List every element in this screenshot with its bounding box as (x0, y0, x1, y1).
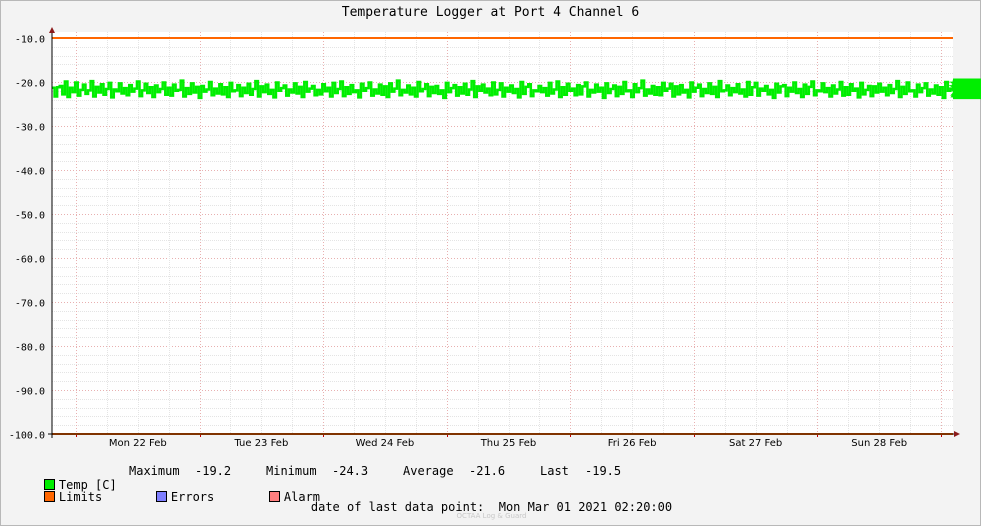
avg-value: -21.6 (469, 464, 506, 478)
y-tick-label: -80.0 (15, 343, 45, 354)
last-label: Last (540, 464, 569, 478)
avg-label: Average (403, 464, 454, 478)
max-value: -19.2 (195, 464, 232, 478)
chart-plot: -10.0 -20.0 -30.0 -40.0 -50.0 -60.0 -70.0 -80.0… (9, 27, 981, 449)
x-tick-label: Fri 26 Feb (608, 438, 657, 449)
min-value: -24.3 (332, 464, 369, 478)
limits-swatch (43, 491, 55, 502)
legend-max-value: -19.2 (195, 464, 231, 478)
legend-last: Last (540, 464, 569, 478)
legend-min-value: -24.3 (332, 464, 368, 478)
legend-errors-label: Errors (170, 490, 215, 504)
legend-last-value: -19.5 (585, 464, 621, 478)
x-tick-label: Sun 28 Feb (851, 438, 907, 449)
legend-min: Minimum (266, 464, 317, 478)
y-tick-label: -60.0 (15, 255, 45, 266)
y-tick-label: -40.0 (15, 167, 45, 178)
watermark-text: OCTAA Log & Guard (456, 512, 527, 520)
x-axis-arrow (954, 431, 960, 437)
y-axis-arrow (49, 27, 55, 33)
y-tick-label: -90.0 (15, 387, 45, 398)
legend-limits-label: Limits (58, 490, 103, 504)
y-tick-label: -30.0 (15, 123, 45, 134)
chart-title: Temperature Logger at Port 4 Channel 6 (341, 5, 640, 20)
legend-errors: Errors (127, 476, 214, 518)
last-point-label: date of last data point: (310, 500, 485, 514)
y-tick-label: -10.0 (15, 35, 45, 46)
last-point-value: Mon Mar 01 2021 02:20:00 (498, 500, 673, 514)
max-label: Maximum (129, 464, 180, 478)
x-tick-label: Mon 22 Feb (109, 438, 167, 449)
y-tick-label: -70.0 (15, 299, 45, 310)
legend-limits: Limits (15, 476, 102, 518)
last-data-point-footer: date of last data point: Mon Mar 01 2021… (1, 500, 981, 514)
x-tick-label: Sat 27 Feb (729, 438, 782, 449)
y-tick-label: -100.0 (9, 431, 45, 442)
legend-alarm: Alarm (240, 476, 320, 518)
x-tick-label: Thu 25 Feb (480, 438, 537, 449)
errors-swatch (155, 491, 167, 502)
legend-alarm-label: Alarm (283, 490, 321, 504)
axes (48, 27, 960, 438)
legend-avg: Average (403, 464, 454, 478)
y-axis-labels: -10.0 -20.0 -30.0 -40.0 -50.0 -60.0 -70.0 -80.0… (9, 35, 45, 442)
temp-series-line (52, 78, 981, 100)
legend-row-1: Temp [C] (15, 464, 117, 506)
legend-max: Maximum (129, 464, 180, 478)
last-value: -19.5 (585, 464, 622, 478)
x-tick-label: Tue 23 Feb (233, 438, 288, 449)
y-tick-label: -20.0 (15, 79, 45, 90)
temp-swatch (43, 479, 55, 490)
alarm-swatch (268, 491, 280, 502)
min-label: Minimum (266, 464, 317, 478)
legend-temp-label: Temp [C] (58, 478, 117, 492)
x-tick-label: Wed 24 Feb (356, 438, 415, 449)
y-tick-label: -50.0 (15, 211, 45, 222)
legend-avg-value: -21.6 (469, 464, 505, 478)
x-axis-labels: Mon 22 Feb Tue 23 Feb Wed 24 Feb Thu 25 Feb… (109, 438, 907, 449)
